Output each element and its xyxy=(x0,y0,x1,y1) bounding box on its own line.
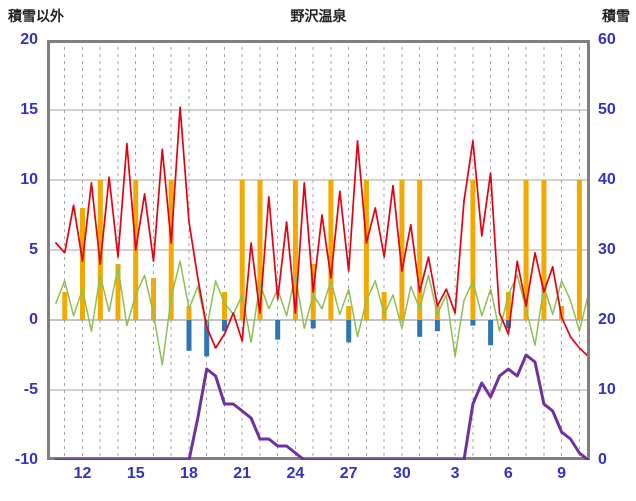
snow-depth-line xyxy=(54,353,590,460)
precipitation-bars-bar xyxy=(222,320,227,332)
left-axis-tick-labels: 20 15 10 5 0 -5 -10 xyxy=(0,31,42,468)
sunshine-bars-bar xyxy=(222,292,227,320)
sunshine-bars-bar xyxy=(399,180,405,320)
temperature-line xyxy=(55,106,590,358)
right-axis-tick: 40 xyxy=(598,171,616,188)
sunshine-bars-bar xyxy=(541,180,547,320)
precipitation-bars-bar xyxy=(310,320,316,329)
sunshine-bars-bar xyxy=(381,292,387,320)
chart-canvas xyxy=(47,40,590,460)
sunshine-bars-bar xyxy=(257,180,263,320)
green-line xyxy=(55,260,589,366)
x-axis-tick-labels: 12 15 18 21 24 27 30 3 6 9 xyxy=(47,463,590,489)
precipitation-bars-bar xyxy=(204,320,210,357)
precipitation-bars-bar xyxy=(417,320,423,337)
sunshine-bars-bar xyxy=(62,292,68,320)
x-axis-tick: 30 xyxy=(392,465,411,482)
sunshine-bars-bar xyxy=(363,180,369,320)
sunshine-bars-bar xyxy=(505,292,511,320)
precipitation-bars-bar xyxy=(186,320,192,351)
chart-plot-area xyxy=(47,40,590,460)
sunshine-bars-bar xyxy=(523,180,529,320)
x-axis-tick: 27 xyxy=(339,465,358,482)
sunshine-bars-bar xyxy=(80,208,85,320)
right-axis-tick: 0 xyxy=(598,451,607,468)
x-axis-tick: 15 xyxy=(126,465,145,482)
precipitation-bars-bar xyxy=(505,320,511,329)
sunshine-bars-bar xyxy=(168,180,174,320)
precipitation-bars-bar xyxy=(470,320,476,326)
chart-title: 野沢温泉 xyxy=(290,8,347,24)
sunshine-bars-bar xyxy=(97,180,103,320)
sunshine-bars-bar xyxy=(328,180,334,320)
sunshine-bars-bar xyxy=(470,180,476,320)
x-axis-tick: 21 xyxy=(233,465,252,482)
x-axis-tick: 24 xyxy=(286,465,305,482)
right-axis-tick-labels: 60 50 40 30 20 10 0 xyxy=(594,31,636,468)
right-axis-tick: 60 xyxy=(598,31,616,48)
left-axis-tick: -10 xyxy=(14,451,38,468)
sunshine-bars-bar xyxy=(346,306,352,320)
left-axis-title: 積雪以外 xyxy=(8,8,64,24)
sunshine-bars-bar xyxy=(151,278,156,320)
x-axis-tick: 12 xyxy=(73,465,92,482)
left-axis-tick: 5 xyxy=(29,241,38,258)
right-axis-tick: 10 xyxy=(598,381,616,398)
x-axis-tick: 3 xyxy=(450,465,460,482)
right-axis-title: 積雪 xyxy=(602,8,630,24)
right-axis-tick: 20 xyxy=(598,311,616,328)
sunshine-bars-bar xyxy=(239,180,245,320)
precipitation-bars xyxy=(186,320,511,357)
precipitation-bars-bar xyxy=(346,320,352,343)
precipitation-bars-bar xyxy=(275,320,281,340)
left-axis-tick: 10 xyxy=(20,171,38,188)
x-axis-tick: 6 xyxy=(503,465,513,482)
x-axis-tick: 9 xyxy=(557,465,567,482)
sunshine-bars-bar xyxy=(292,180,298,320)
x-axis-tick: 18 xyxy=(180,465,198,482)
left-axis-tick: 0 xyxy=(29,311,38,328)
sunshine-bars-bar xyxy=(417,180,423,320)
sunshine-bars-bar xyxy=(115,264,121,320)
precipitation-bars-bar xyxy=(434,320,440,332)
sunshine-bars-bar xyxy=(186,306,192,320)
right-axis-tick: 30 xyxy=(598,241,616,258)
left-axis-tick: 20 xyxy=(20,31,38,48)
left-axis-tick: 15 xyxy=(20,101,38,118)
right-axis-tick: 50 xyxy=(598,101,616,118)
sunshine-bars-bar xyxy=(576,180,582,320)
left-axis-tick: -5 xyxy=(23,381,38,398)
precipitation-bars-bar xyxy=(488,320,494,346)
